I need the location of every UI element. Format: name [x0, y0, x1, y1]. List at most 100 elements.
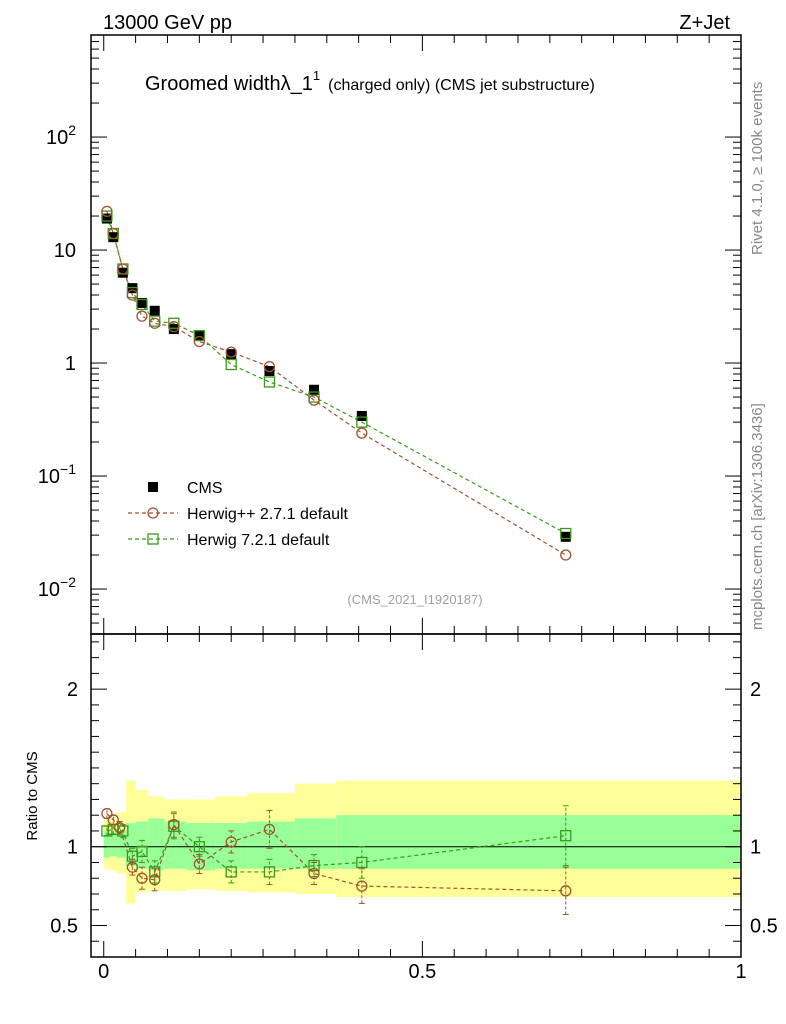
herwigpp-line [106, 211, 567, 556]
cms-point [194, 330, 205, 341]
legend-marker-herwig7 [147, 533, 159, 545]
herwig7-ratio-point [117, 825, 129, 837]
herwigpp-ratio-point [126, 861, 139, 873]
herwig7-point [560, 527, 572, 540]
legend-marker-cms [148, 482, 158, 492]
ratio-xtick-label: 0.5 [408, 961, 436, 983]
herwig7-point [263, 376, 276, 388]
herwigpp-ratio-point [168, 818, 180, 831]
herwigpp-point [107, 227, 119, 240]
herwig7-ratio-point [136, 845, 148, 858]
cms-point [117, 267, 128, 278]
ratio-ytick-label: 2 [67, 679, 78, 701]
ratio-frame [90, 633, 742, 958]
herwigpp-point [136, 310, 148, 322]
herwigpp-point [308, 394, 320, 406]
axis-tick-labels: 10−2 10−1 1 10 102 0 0.5 1 0.5 0.5 1 1 2 2 [38, 122, 778, 983]
legend-marker-herwigpp [147, 507, 159, 519]
axis-ticks [91, 34, 742, 957]
ratio-ytick-label: 0.5 [50, 915, 78, 937]
rivet-label: Rivet 4.1.0, ≥ 100k events [749, 82, 766, 255]
plot-title-sup: 1 [313, 68, 320, 83]
legend-label: Herwig++ 2.7.1 default [187, 506, 349, 523]
ratio-bands [91, 780, 741, 904]
ratio-ytick-label-right: 2 [750, 679, 761, 701]
herwigpp-ratio-point [136, 872, 148, 884]
band-inner [126, 823, 136, 866]
herwig7-point [101, 210, 113, 222]
cms-point [149, 305, 160, 316]
herwig7-ratio-point [101, 825, 113, 837]
herwig7-point [356, 416, 368, 428]
band-inner [148, 818, 165, 871]
herwig7-point [136, 298, 148, 311]
ratio-ytick-label-right: 1 [750, 837, 761, 859]
cms-point [108, 232, 119, 243]
herwigpp-ratio-point [107, 814, 119, 826]
data-series [101, 205, 572, 915]
band-inner [110, 832, 117, 857]
herwigpp-ratio-point [560, 885, 572, 897]
herwigpp-point [193, 335, 205, 348]
legend-label: CMS [187, 480, 223, 497]
analysis-watermark: (CMS_2021_I1920187) [347, 592, 482, 607]
cms-point [560, 531, 571, 542]
ratio-xtick-label: 0 [98, 961, 109, 983]
herwig7-ratio-point [193, 841, 205, 853]
ratio-ytick-label: 1 [67, 837, 78, 859]
herwig7-point [225, 358, 237, 371]
ratio-ylabel: Ratio to CMS [24, 751, 41, 840]
herwig7-line [106, 215, 567, 535]
main-ytick-label: 102 [46, 122, 76, 149]
cms-point [168, 324, 179, 335]
herwigpp-ratio-point [225, 836, 237, 848]
main-ytick-label: 1 [65, 353, 76, 375]
herwigpp-point [263, 360, 276, 373]
main-ytick-label: 10−1 [38, 461, 76, 488]
herwig7-point [193, 329, 205, 342]
herwig7-point [308, 391, 320, 403]
legend-label: Herwig 7.2.1 default [187, 532, 330, 549]
cms-point [309, 384, 320, 395]
cms-point [101, 213, 112, 224]
header-right: Z+Jet [679, 12, 730, 34]
herwig7-ratio-point [308, 859, 320, 872]
herwig7-ratio-point [225, 866, 237, 878]
herwigpp-point [168, 320, 180, 333]
band-inner [247, 821, 295, 869]
legend: CMS Herwig++ 2.7.1 default Herwig 7.2.1 de… [128, 480, 349, 549]
mcplots-label: mcplots.cern.ch [arXiv:1306.3436] [749, 403, 766, 630]
herwigpp-point [356, 427, 368, 439]
herwigpp-point [117, 263, 129, 275]
band-inner [103, 830, 111, 858]
herwigpp-point [560, 549, 572, 561]
cms-point [226, 349, 237, 360]
herwigpp-point [149, 317, 161, 329]
herwigpp-ratio-point [101, 807, 113, 820]
main-ytick-label: 10 [54, 240, 76, 262]
band-inner [336, 815, 391, 869]
herwigpp-ratio-point [114, 822, 126, 834]
herwigpp-ratio-point [193, 858, 205, 870]
band-inner [116, 830, 127, 858]
herwigpp-point [101, 205, 113, 218]
plot-frames [90, 34, 742, 958]
herwig7-ratio-point [149, 866, 161, 878]
herwigpp-ratio-point [356, 880, 368, 892]
header-left: 13000 GeV pp [103, 12, 232, 34]
herwig7-point [168, 317, 180, 329]
plot-title-main: Groomed widthλ_1 [145, 73, 313, 95]
cms-point [136, 297, 147, 308]
herwig7-ratio-point [560, 830, 572, 842]
main-ytick-label: 10−2 [38, 574, 76, 601]
herwigpp-point [225, 346, 237, 358]
herwigpp-ratio-point [149, 874, 161, 886]
ratio-xtick-label: 1 [735, 961, 746, 983]
herwigpp-ratio-point [263, 823, 276, 836]
ratio-ytick-label-right: 0.5 [750, 915, 778, 937]
cms-point [356, 410, 367, 421]
herwig7-ratio-point [356, 856, 368, 869]
herwig7-ratio-point [263, 866, 276, 878]
plot-title-suffix: (charged only) (CMS jet substructure) [328, 77, 595, 94]
